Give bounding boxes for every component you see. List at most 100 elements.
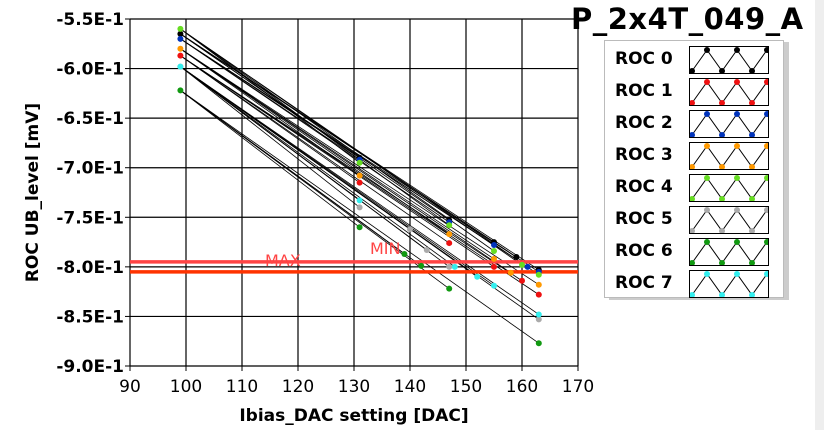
y-tick-label: -6.5E-1 (56, 109, 124, 129)
data-point (177, 63, 184, 70)
y-tick-label: -5.5E-1 (56, 10, 124, 30)
x-tick-label: 140 (394, 377, 426, 397)
data-point (491, 242, 497, 249)
legend-item: ROC 0 (605, 44, 783, 74)
series-line-roc-7 (180, 66, 456, 268)
data-point (356, 159, 363, 166)
legend: ROC 0 ROC 1 ROC 2 ROC 3 ROC 4 ROC 5 ROC 6 ROC 7 (604, 40, 784, 298)
series-line-roc-6 (180, 90, 540, 344)
data-point (446, 222, 453, 229)
y-tick-label: -7.5E-1 (56, 208, 124, 228)
data-point (356, 197, 363, 204)
limit-label-min: MIN (370, 239, 401, 258)
data-point (446, 231, 453, 238)
legend-swatch (689, 270, 770, 298)
x-tick-label: 150 (450, 377, 482, 397)
data-point (177, 87, 184, 94)
series-line-roc-3 (180, 48, 540, 286)
legend-item: ROC 2 (605, 108, 783, 138)
legend-label: ROC 4 (615, 177, 673, 197)
data-point (519, 261, 525, 268)
legend-label: ROC 0 (615, 49, 673, 69)
series-line-roc-4 (180, 28, 450, 226)
data-point (535, 311, 542, 318)
series-line-roc-5 (180, 66, 360, 208)
legend-item: ROC 7 (605, 268, 783, 298)
x-tick-label: 110 (226, 377, 258, 397)
data-point (519, 277, 525, 284)
y-tick-label: -8.5E-1 (56, 307, 124, 327)
series-line-roc-3 (180, 48, 360, 176)
data-point (423, 247, 430, 254)
series-line-roc-3 (180, 48, 512, 274)
data-point (177, 45, 184, 52)
y-tick-label: -8.0E-1 (56, 258, 124, 278)
legend-swatch (689, 238, 770, 266)
y-axis-label: ROC UB_level [mV] (23, 103, 43, 282)
data-point (535, 271, 542, 278)
data-point (535, 316, 542, 323)
x-tick-label: 170 (562, 377, 594, 397)
legend-item: ROC 4 (605, 172, 783, 202)
data-point (507, 269, 514, 276)
legend-swatch (689, 110, 770, 138)
data-point (418, 262, 425, 269)
data-point (446, 263, 453, 270)
data-point (491, 255, 497, 262)
y-tick-label: -6.0E-1 (56, 60, 124, 80)
series-line-roc-2 (180, 38, 450, 223)
data-point (451, 263, 458, 270)
data-point (177, 25, 184, 32)
chart-title: P_2x4T_049_A (571, 2, 804, 36)
legend-label: ROC 7 (615, 273, 673, 293)
series-line-roc-1 (180, 55, 450, 244)
data-point (177, 52, 184, 59)
legend-swatch (689, 174, 770, 202)
data-point (407, 226, 413, 233)
series-line-roc-6 (180, 90, 360, 228)
data-point (356, 172, 363, 179)
legend-item: ROC 1 (605, 76, 783, 106)
data-point (401, 250, 408, 257)
legend-item: ROC 5 (605, 204, 783, 234)
legend-label: ROC 1 (615, 81, 673, 101)
x-tick-label: 130 (338, 377, 370, 397)
y-tick-label: -7.0E-1 (56, 159, 124, 179)
data-point (513, 253, 520, 260)
x-tick-label: 120 (282, 377, 314, 397)
data-point (356, 224, 363, 231)
legend-swatch (689, 206, 770, 234)
series-line-roc-4 (180, 28, 360, 164)
x-tick-label: 160 (506, 377, 538, 397)
legend-swatch (689, 46, 770, 74)
data-point (356, 179, 363, 186)
series-line-roc-4 (180, 28, 540, 276)
legend-swatch (689, 142, 770, 170)
data-point (535, 340, 542, 347)
legend-label: ROC 3 (615, 145, 673, 165)
series-line-roc-7 (180, 66, 360, 201)
legend-item: ROC 3 (605, 140, 783, 170)
data-point (446, 285, 453, 292)
window-frame (815, 0, 824, 430)
limit-label-max: MAX (265, 251, 301, 270)
data-point (491, 247, 497, 254)
data-point (446, 240, 453, 247)
data-point (177, 35, 184, 42)
x-axis-label: Ibias_DAC setting [DAC] (239, 406, 468, 426)
series-line-roc-4 (180, 28, 495, 252)
legend-label: ROC 2 (615, 113, 673, 133)
x-tick-label: 90 (119, 377, 141, 397)
data-point (177, 30, 184, 37)
data-point (535, 281, 542, 288)
series-line-roc-3 (180, 48, 450, 235)
data-point (491, 263, 497, 270)
legend-label: ROC 5 (615, 209, 673, 229)
data-point (535, 291, 542, 298)
x-tick-label: 100 (170, 377, 202, 397)
legend-item: ROC 6 (605, 236, 783, 266)
legend-label: ROC 6 (615, 241, 673, 261)
data-point (356, 204, 363, 211)
legend-swatch (689, 78, 770, 106)
